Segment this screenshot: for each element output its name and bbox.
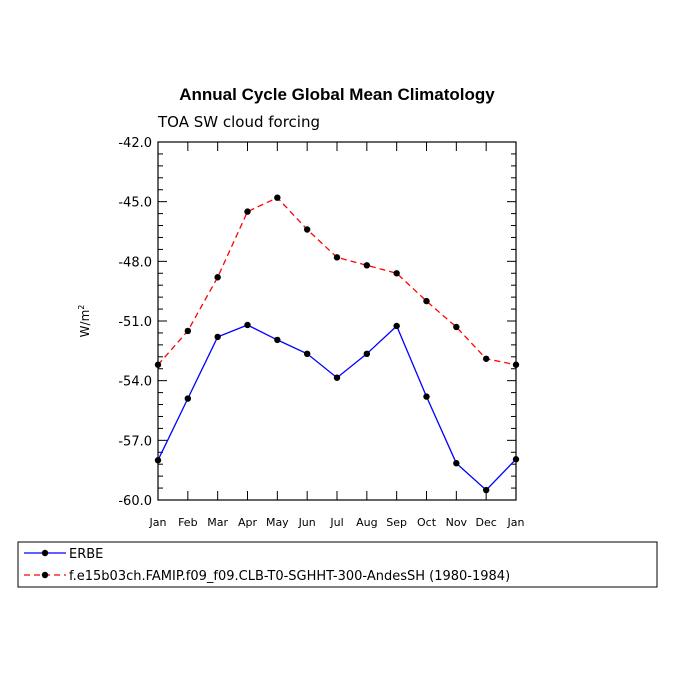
x-tick-label: Mar — [207, 516, 228, 529]
series-2-point — [482, 355, 490, 362]
x-tick-label: Jul — [329, 516, 343, 529]
series-1-point — [303, 350, 311, 358]
x-tick-label: Jan — [149, 516, 167, 529]
series-1-point — [333, 374, 341, 381]
series-line-2 — [157, 196, 517, 366]
series-2-point — [363, 262, 371, 269]
series-1-point — [393, 322, 400, 330]
x-tick-label: Feb — [178, 516, 197, 529]
legend-box — [17, 541, 658, 588]
y-axis: -60.0 -57.0 -54.0 -51.0 -48.0 -45.0 -42.0 — [118, 136, 516, 509]
chart-subtitle: TOA SW cloud forcing — [157, 113, 320, 131]
series-2-point — [214, 274, 221, 281]
series-group — [154, 194, 520, 494]
y-tick-label: -42.0 — [118, 136, 152, 151]
y-tick-label: -60.0 — [118, 494, 152, 509]
x-tick-label: May — [266, 516, 289, 529]
series-2-point — [512, 361, 520, 368]
series-2-point — [423, 297, 430, 305]
x-tick-label: Dec — [476, 516, 497, 529]
series-1-point — [363, 350, 371, 358]
plot-area-frame — [157, 141, 517, 501]
x-tick-label: Jan — [507, 516, 525, 529]
x-axis: Jan Feb Mar Apr May Jun Jul Aug Sep Oct Nov Dec Jan — [149, 142, 525, 529]
series-1-point — [184, 395, 192, 402]
legend-marker-1 — [41, 549, 49, 557]
series-2-point — [393, 270, 400, 277]
y-tick-label: -51.0 — [118, 315, 152, 330]
y-tick-label: -57.0 — [118, 434, 152, 449]
y-axis-label: W/m2 — [77, 305, 92, 338]
legend: ERBE f.e15b03ch.FAMIP.f09_f09.CLB-T0-SGHH… — [24, 547, 510, 584]
x-tick-label: Oct — [417, 516, 437, 529]
series-2-point — [154, 361, 162, 368]
series-1-point — [274, 336, 281, 344]
series-1-point — [214, 333, 221, 341]
series-2-point — [274, 194, 281, 201]
series-1-point — [423, 393, 430, 400]
series-1-point — [244, 321, 251, 329]
x-tick-label: Apr — [238, 516, 258, 529]
series-2-point — [453, 323, 460, 331]
x-tick-label: Nov — [446, 516, 468, 529]
series-2-point — [184, 327, 192, 335]
y-tick-label: -45.0 — [118, 196, 152, 211]
legend-marker-2 — [41, 571, 49, 579]
x-tick-label: Sep — [386, 516, 407, 529]
series-line-1 — [157, 324, 517, 492]
series-1-point — [482, 486, 490, 494]
y-tick-label: -54.0 — [118, 375, 152, 390]
y-axis-label-text: W/m — [78, 310, 92, 338]
chart-title: Annual Cycle Global Mean Climatology — [179, 85, 495, 104]
y-axis-label-superscript: 2 — [77, 305, 86, 310]
series-2-point — [333, 254, 341, 261]
y-tick-label: -48.0 — [118, 255, 152, 270]
series-2-point — [244, 208, 251, 215]
legend-label-2: f.e15b03ch.FAMIP.f09_f09.CLB-T0-SGHHT-30… — [69, 569, 510, 584]
x-tick-label: Jun — [298, 516, 316, 529]
x-tick-label: Aug — [356, 516, 377, 529]
series-1-point — [453, 460, 460, 467]
legend-label-1: ERBE — [69, 547, 103, 562]
series-2-point — [303, 226, 311, 233]
series-1-point — [154, 457, 162, 464]
series-1-point — [512, 456, 520, 463]
